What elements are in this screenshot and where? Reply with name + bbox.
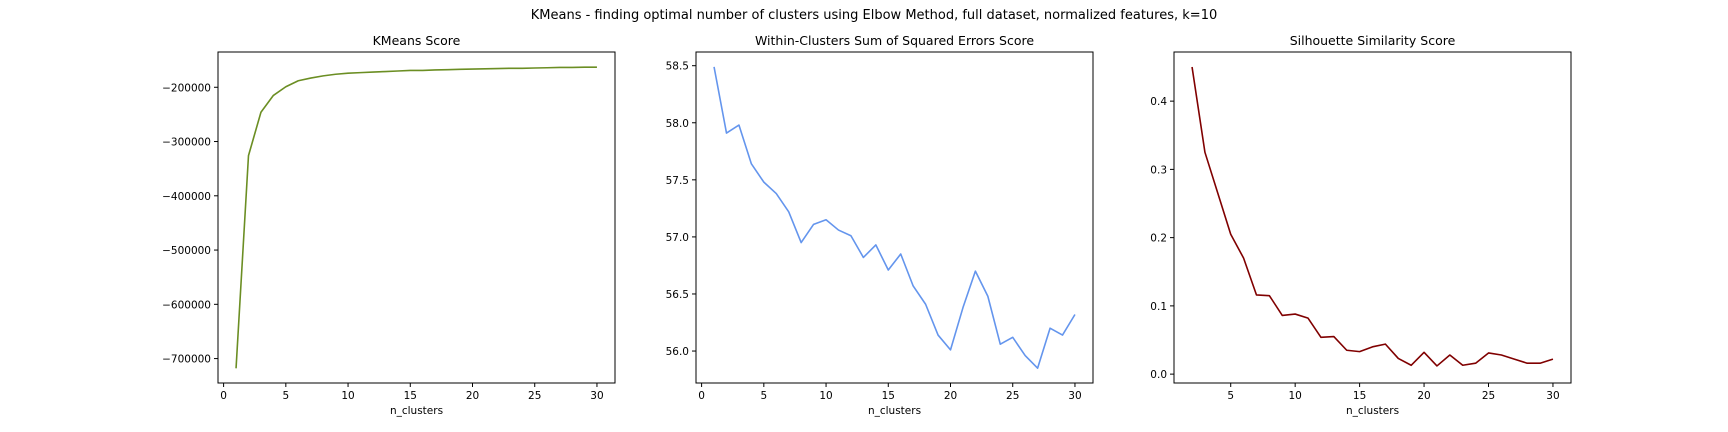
axes-frame bbox=[217, 51, 616, 384]
x-tick-label: 10 bbox=[1288, 390, 1301, 402]
x-tick-label: 5 bbox=[1227, 390, 1234, 402]
y-tick-label: −400000 bbox=[162, 191, 211, 203]
x-axis-label: n_clusters bbox=[1346, 405, 1399, 417]
x-tick-label: 0 bbox=[698, 390, 705, 402]
chart-title: KMeans Score bbox=[373, 33, 461, 48]
x-tick-label: 5 bbox=[282, 390, 289, 402]
x-tick-label: 15 bbox=[882, 390, 895, 402]
y-tick-label: 0.4 bbox=[1150, 96, 1167, 108]
y-tick-label: 56.5 bbox=[666, 289, 689, 301]
chart-title: Silhouette Similarity Score bbox=[1290, 33, 1456, 48]
x-tick-label: 30 bbox=[1068, 390, 1081, 402]
x-tick-label: 10 bbox=[819, 390, 832, 402]
x-tick-label: 30 bbox=[590, 390, 603, 402]
x-tick-label: 15 bbox=[1353, 390, 1366, 402]
y-tick-label: 0.1 bbox=[1150, 301, 1167, 313]
chart-title: Within-Clusters Sum of Squared Errors Sc… bbox=[755, 33, 1034, 48]
y-tick-label: 0.3 bbox=[1150, 164, 1167, 176]
y-tick-label: 0.2 bbox=[1150, 233, 1167, 245]
figure-title: KMeans - finding optimal number of clust… bbox=[531, 8, 1217, 23]
y-tick-label: 0.0 bbox=[1150, 369, 1167, 381]
x-tick-label: 20 bbox=[944, 390, 957, 402]
series-line bbox=[1191, 66, 1554, 367]
axes-root: 0 5 10 15 20 25 30 −700000 −600000 −500000 −400000… bbox=[162, 33, 1572, 417]
y-tick-label: 58.5 bbox=[666, 61, 689, 73]
y-tick-label: −300000 bbox=[162, 137, 211, 149]
x-axis-label: n_clusters bbox=[390, 405, 443, 417]
axes-frame bbox=[1173, 51, 1572, 384]
x-tick-label: 20 bbox=[466, 390, 479, 402]
y-tick-label: 57.0 bbox=[666, 232, 689, 244]
y-tick-label: −600000 bbox=[162, 299, 211, 311]
x-tick-label: 20 bbox=[1417, 390, 1430, 402]
series-line bbox=[713, 66, 1076, 369]
x-tick-label: 5 bbox=[760, 390, 767, 402]
y-tick-label: −700000 bbox=[162, 354, 211, 366]
chart-1: 0 5 10 15 20 25 30 −700000 −600000 −500000 −400000… bbox=[162, 33, 616, 417]
x-axis-label: n_clusters bbox=[868, 405, 921, 417]
chart-2: 0 5 10 15 20 25 30 56.0 56.5 57.0 57.5 58.0 58.5 With… bbox=[666, 33, 1094, 417]
y-tick-label: 57.5 bbox=[666, 175, 689, 187]
axes-frame bbox=[695, 51, 1094, 384]
y-tick-label: 58.0 bbox=[666, 118, 689, 130]
x-tick-label: 25 bbox=[528, 390, 541, 402]
x-tick-label: 15 bbox=[404, 390, 417, 402]
y-tick-label: −200000 bbox=[162, 82, 211, 94]
series-line bbox=[235, 66, 597, 369]
y-tick-label: −500000 bbox=[162, 245, 211, 257]
x-tick-label: 30 bbox=[1546, 390, 1559, 402]
x-tick-label: 0 bbox=[220, 390, 227, 402]
x-tick-label: 25 bbox=[1006, 390, 1019, 402]
x-tick-label: 25 bbox=[1482, 390, 1495, 402]
y-tick-label: 56.0 bbox=[666, 346, 689, 358]
x-tick-label: 10 bbox=[341, 390, 354, 402]
chart-3: 5 10 15 20 25 30 0.0 0.1 0.2 0.3 0.4 Silhouette Sim… bbox=[1150, 33, 1572, 417]
